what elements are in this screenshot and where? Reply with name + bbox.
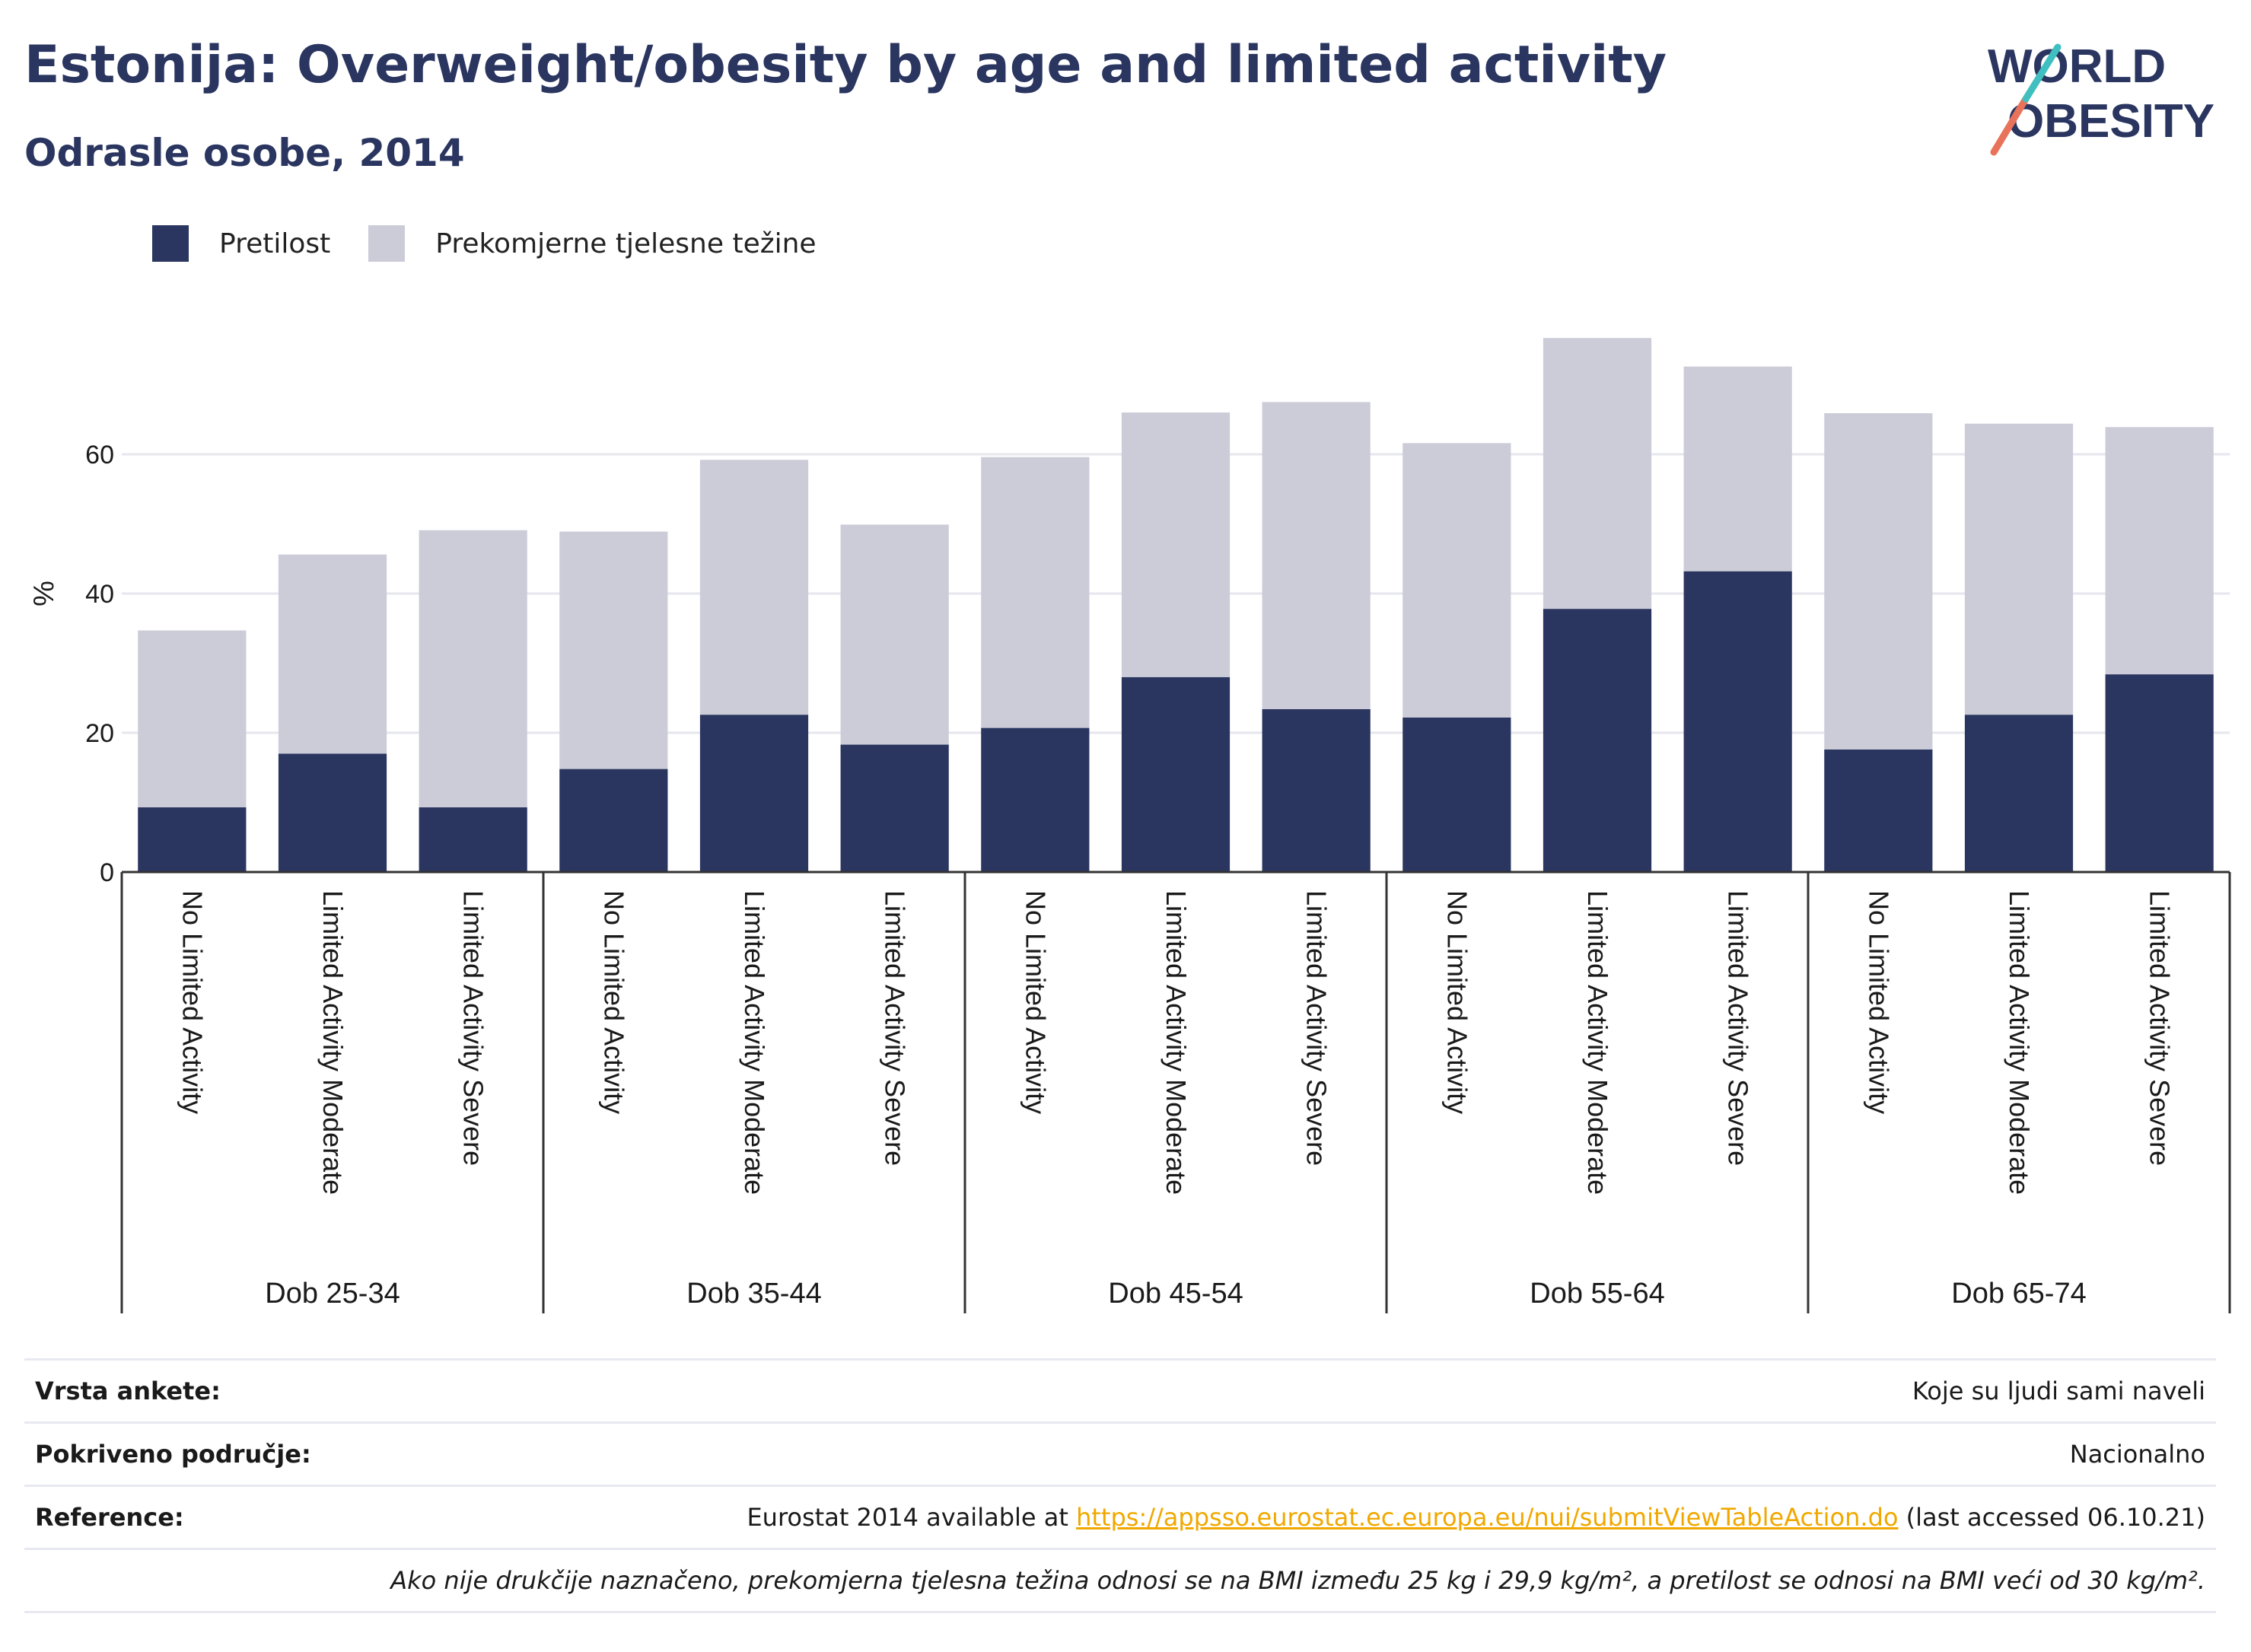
logo-line1: WORLD [1988, 40, 2166, 93]
x-category-label: Limited Activity Moderate [2004, 890, 2035, 1195]
bar-overweight [1262, 402, 1371, 709]
logo-slash-upper [2022, 43, 2062, 103]
group-label: Dob 65-74 [1951, 1278, 2086, 1310]
bar-obesity [1262, 708, 1371, 872]
bar-obesity [278, 753, 387, 872]
legend-label-overweight: Prekomjerne tjelesne težine [435, 228, 817, 259]
bar-obesity [138, 807, 247, 872]
bar-overweight [1543, 338, 1652, 610]
x-category-label: Limited Activity Moderate [739, 890, 770, 1195]
bar-obesity [559, 769, 668, 872]
x-category-label: Limited Activity Moderate [1582, 890, 1613, 1195]
meta-row-survey: Vrsta ankete: Koje su ljudi sami naveli [24, 1358, 2216, 1421]
bar-obesity [2105, 674, 2214, 872]
bar-obesity [699, 715, 809, 872]
reference-suffix: (last accessed 06.10.21) [1898, 1503, 2205, 1532]
bar-overweight [1121, 412, 1231, 677]
bar-overweight [699, 460, 809, 715]
y-tick-label: 60 [85, 441, 114, 469]
bar-obesity [1543, 609, 1652, 872]
bar-overweight [981, 457, 1090, 728]
legend-swatch-obesity [152, 225, 189, 262]
x-category-label: Limited Activity Moderate [317, 890, 349, 1195]
bar-overweight [138, 630, 247, 807]
bar-obesity [1402, 717, 1511, 872]
chart-legend: Pretilost Prekomjerne tjelesne težine [152, 225, 855, 262]
bar-obesity [1964, 715, 2074, 872]
reference-value: Eurostat 2014 available at https://appss… [747, 1503, 2216, 1532]
x-category-label: Limited Activity Severe [458, 890, 489, 1166]
bar-overweight [419, 530, 527, 807]
group-label: Dob 25-34 [265, 1278, 400, 1310]
logo-line2: OBESITY [2007, 95, 2214, 148]
x-category-label: Limited Activity Severe [2144, 890, 2176, 1166]
bar-obesity [840, 744, 949, 872]
bar-obesity [1683, 571, 1792, 872]
legend-swatch-overweight [368, 225, 406, 262]
legend-item-obesity[interactable]: Pretilost [152, 225, 330, 262]
y-tick-label: 0 [100, 858, 114, 887]
y-tick-label: 40 [85, 580, 114, 609]
reference-label: Reference: [35, 1503, 184, 1532]
y-tick-label: 20 [85, 719, 114, 748]
meta-table: Vrsta ankete: Koje su ljudi sami naveli … [24, 1358, 2216, 1613]
reference-prefix: Eurostat 2014 available at [747, 1503, 1077, 1532]
stacked-bar-chart: 0 20 40 60% No Limited Activity Limited Activ… [28, 338, 2231, 1313]
definition-note: Ako nije drukčije naznačeno, prekomjerna… [390, 1566, 2205, 1595]
bar-overweight [1683, 366, 1792, 571]
survey-value: Koje su ljudi sami naveli [1912, 1377, 2205, 1405]
survey-label: Vrsta ankete: [35, 1377, 221, 1405]
x-category-label: Limited Activity Severe [1301, 890, 1332, 1166]
x-category-label: No Limited Activity [1020, 890, 1051, 1114]
x-category-label: Limited Activity Moderate [1161, 890, 1192, 1195]
bar-overweight [559, 531, 668, 769]
bar-obesity [1121, 676, 1231, 872]
bar-overweight [1402, 443, 1511, 718]
meta-row-coverage: Pokriveno područje: Nacionalno [24, 1421, 2216, 1485]
meta-row-reference: Reference: Eurostat 2014 available at ht… [24, 1485, 2216, 1548]
meta-row-note: Ako nije drukčije naznačeno, prekomjerna… [24, 1548, 2216, 1613]
x-category-label: No Limited Activity [598, 890, 629, 1114]
chart-title: Estonija: Overweight/obesity by age and … [24, 35, 1667, 95]
bar-overweight [1824, 413, 1933, 750]
y-axis-label: % [28, 581, 60, 606]
bar-overweight [840, 524, 949, 745]
chart-subtitle: Odrasle osobe, 2014 [24, 131, 465, 175]
x-category-label: Limited Activity Severe [880, 890, 911, 1166]
x-category-label: No Limited Activity [1863, 890, 1894, 1114]
x-category-label: Limited Activity Severe [1723, 890, 1754, 1166]
world-obesity-logo: WORLD OBESITY [1988, 40, 2214, 156]
group-label: Dob 55-64 [1530, 1278, 1664, 1310]
bar-obesity [419, 807, 527, 872]
group-label: Dob 35-44 [686, 1278, 821, 1310]
coverage-value: Nacionalno [2069, 1440, 2205, 1469]
legend-item-overweight[interactable]: Prekomjerne tjelesne težine [368, 225, 817, 262]
legend-label-obesity: Pretilost [219, 228, 331, 259]
x-category-label: No Limited Activity [1441, 890, 1473, 1114]
reference-link[interactable]: https://appsso.eurostat.ec.europa.eu/nui… [1076, 1503, 1899, 1532]
bar-overweight [1964, 423, 2074, 715]
x-category-label: No Limited Activity [177, 890, 208, 1114]
logo-slash-lower [1990, 95, 2030, 156]
group-label: Dob 45-54 [1108, 1278, 1243, 1310]
bar-overweight [2105, 427, 2214, 675]
bar-overweight [278, 554, 387, 754]
bar-obesity [1824, 749, 1933, 872]
bar-obesity [981, 727, 1090, 872]
coverage-label: Pokriveno područje: [35, 1440, 311, 1469]
